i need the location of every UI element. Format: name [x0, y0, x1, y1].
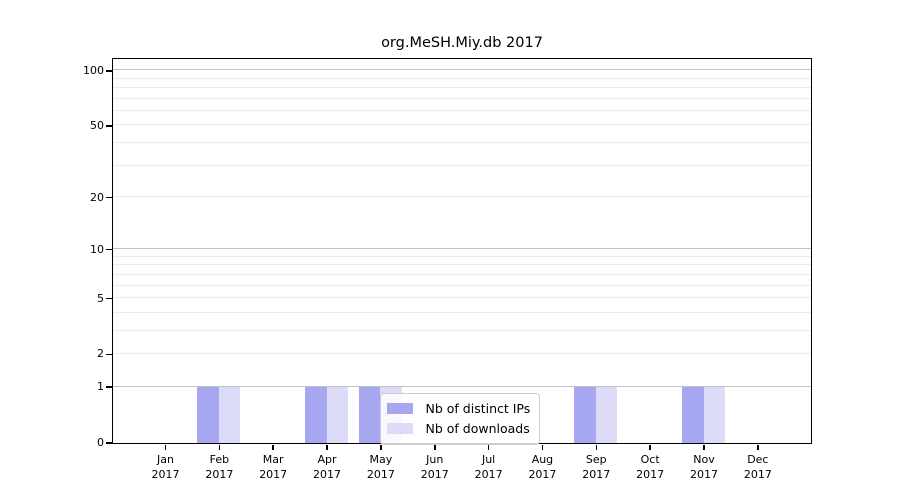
distinct-ips-swatch-icon — [386, 403, 413, 414]
x-tick-mark — [541, 444, 544, 450]
y-tick-label: 1 — [97, 380, 104, 394]
chart-title: org.MeSH.Miy.db 2017 — [381, 35, 543, 51]
y-tick-mark — [106, 70, 112, 72]
x-tick-label: Dec 2017 — [743, 453, 772, 481]
x-tick-mark — [649, 444, 651, 450]
gridline-minor — [112, 311, 811, 313]
y-tick-mark — [106, 353, 112, 356]
x-tick-mark — [326, 444, 328, 450]
gridline-minor — [112, 142, 811, 144]
plot-area — [111, 57, 812, 444]
legend-entry-downloads: Nb of downloads — [386, 419, 531, 439]
gridline-minor — [112, 329, 811, 331]
bar-distinct-ips — [197, 386, 219, 443]
y-tick-label: 10 — [90, 242, 104, 256]
y-tick-label: 100 — [83, 63, 104, 77]
gridline-minor — [112, 352, 811, 354]
gridline-minor — [112, 255, 811, 257]
y-tick-mark — [106, 442, 112, 444]
bar-distinct-ips — [358, 386, 381, 443]
x-tick-label: May 2017 — [366, 453, 395, 481]
x-tick-label: Jan 2017 — [151, 453, 180, 481]
downloads-swatch-icon — [386, 423, 413, 434]
bar-downloads — [218, 386, 241, 443]
x-tick-mark — [434, 444, 436, 450]
bar-distinct-ips — [682, 386, 704, 443]
gridline-minor — [112, 77, 811, 79]
y-tick-label: 50 — [90, 118, 104, 132]
gridline-minor — [112, 284, 811, 286]
gridline-minor — [112, 164, 811, 166]
bar-distinct-ips — [574, 386, 596, 443]
bar-downloads — [326, 386, 349, 443]
gridline-major — [112, 385, 811, 387]
y-tick-label: 5 — [97, 291, 104, 305]
x-tick-mark — [218, 444, 221, 450]
x-tick-label: Apr 2017 — [313, 453, 342, 481]
legend-entry-distinct-ips: Nb of distinct IPs — [386, 399, 531, 419]
y-tick-label: 0 — [97, 436, 104, 449]
x-tick-label: Feb 2017 — [205, 453, 234, 481]
gridline-minor — [112, 97, 811, 99]
gridline-minor — [112, 264, 811, 266]
x-tick-mark — [595, 444, 598, 450]
legend: Nb of distinct IPs Nb of downloads — [379, 392, 541, 445]
gridline-minor — [112, 196, 811, 198]
y-tick-label: 2 — [97, 347, 104, 361]
x-tick-mark — [380, 444, 382, 450]
x-tick-label: Sep 2017 — [582, 453, 611, 481]
x-tick-mark — [272, 444, 274, 450]
x-tick-label: Nov 2017 — [690, 453, 718, 481]
y-tick-mark — [106, 248, 112, 251]
x-tick-label: Oct 2017 — [636, 453, 665, 481]
gridline-minor — [112, 110, 811, 112]
bar-downloads — [703, 386, 725, 443]
x-tick-label: Mar 2017 — [259, 453, 288, 481]
gridline-minor — [112, 297, 811, 299]
y-tick-mark — [106, 125, 112, 127]
y-tick-mark — [106, 386, 112, 388]
gridline-minor — [112, 87, 811, 89]
gridline-minor — [112, 273, 811, 275]
x-tick-label: Jun 2017 — [420, 453, 449, 481]
x-tick-mark — [487, 444, 490, 450]
bar-downloads — [595, 386, 618, 443]
y-tick-mark — [106, 196, 112, 199]
gridline-major — [112, 248, 811, 250]
y-tick-mark — [106, 297, 112, 300]
x-tick-label: Aug 2017 — [528, 453, 557, 481]
x-tick-mark — [703, 444, 705, 450]
legend-label-downloads: Nb of downloads — [425, 421, 530, 436]
gridline-major — [112, 69, 811, 71]
x-tick-label: Jul 2017 — [474, 453, 503, 481]
x-tick-mark — [164, 444, 167, 450]
gridline-minor — [112, 124, 811, 126]
legend-label-distinct-ips: Nb of distinct IPs — [425, 401, 531, 416]
y-tick-label: 20 — [90, 190, 104, 204]
x-tick-mark — [757, 444, 759, 450]
bar-distinct-ips — [305, 386, 327, 443]
